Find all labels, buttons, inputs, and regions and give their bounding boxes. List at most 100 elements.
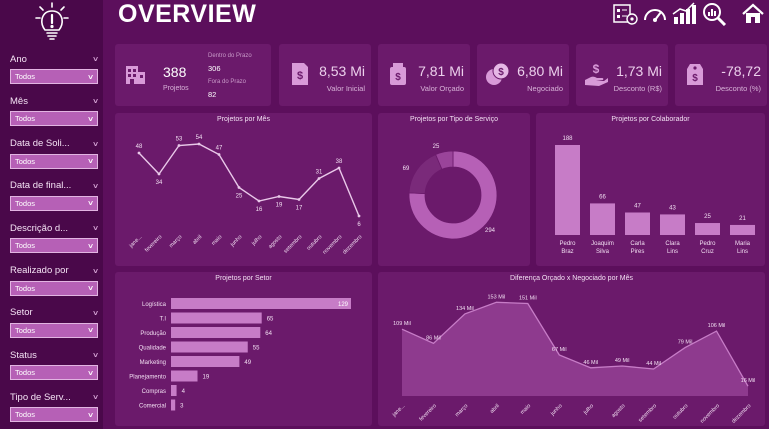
diferenca-orcado-chart: 109 Mil jane... 86 Mil fevereiro 134 Mil març… bbox=[391, 294, 755, 425]
chevron-down-icon[interactable]: ∨ bbox=[91, 56, 100, 63]
filter-1: Mês ∨ Todos ∨ bbox=[10, 95, 100, 127]
chevron-down-icon[interactable]: ∨ bbox=[91, 309, 100, 317]
projetos-por-setor-panel: Projetos por Setor Logística 129 T.I 65 Prod… bbox=[115, 272, 372, 426]
filter-header[interactable]: Ano ∨ bbox=[10, 53, 100, 65]
chevron-down-icon[interactable]: ∨ bbox=[91, 140, 100, 148]
kpi-valor-orcado-label: Valor Orçado bbox=[420, 84, 464, 93]
data-point bbox=[157, 172, 161, 176]
filter-dropdown[interactable]: Todos ∨ bbox=[10, 280, 98, 296]
kpi-negociado-value: 6,80 Mi bbox=[517, 63, 563, 79]
chevron-down-icon[interactable]: ∨ bbox=[91, 394, 100, 402]
chevron-down-icon[interactable]: ∨ bbox=[91, 225, 100, 233]
filter-header[interactable]: Status ∨ bbox=[10, 349, 100, 361]
analytics-search-icon[interactable] bbox=[701, 2, 727, 26]
data-label: 19 bbox=[276, 203, 283, 209]
x-tick-label: jane... bbox=[391, 403, 407, 419]
data-label: 188 bbox=[562, 136, 573, 142]
chevron-down-icon[interactable]: ∨ bbox=[86, 411, 95, 419]
chevron-down-icon[interactable]: ∨ bbox=[86, 369, 95, 377]
filter-dropdown[interactable]: Todos ∨ bbox=[10, 322, 98, 338]
data-label: 6 bbox=[357, 222, 361, 228]
chevron-down-icon[interactable]: ∨ bbox=[91, 182, 100, 190]
filter-value: Todos bbox=[15, 156, 36, 166]
bar bbox=[590, 203, 615, 235]
chevron-down-icon[interactable]: ∨ bbox=[86, 327, 95, 335]
bar-chart-icon[interactable] bbox=[671, 2, 697, 26]
kpi-valor-inicial-label: Valor Inicial bbox=[326, 84, 365, 93]
projetos-por-setor-chart: Logística 129 T.I 65 Produção 64 Qualidade 55 Ma… bbox=[129, 298, 351, 411]
data-label: 25 bbox=[704, 214, 711, 220]
chevron-down-icon[interactable]: ∨ bbox=[86, 285, 95, 292]
filter-header[interactable]: Data de final... ∨ bbox=[10, 180, 100, 192]
filter-header[interactable]: Mês ∨ bbox=[10, 95, 100, 107]
data-point bbox=[297, 198, 301, 201]
chevron-down-icon[interactable]: ∨ bbox=[91, 267, 100, 275]
svg-text:$: $ bbox=[297, 70, 303, 82]
filter-4: Descrição d... ∨ Todos ∨ bbox=[10, 222, 100, 254]
data-label: 294 bbox=[485, 228, 496, 234]
money-jar-icon: $ bbox=[390, 63, 406, 85]
x-tick-label: dezembro bbox=[342, 234, 364, 256]
data-label: 48 bbox=[136, 144, 143, 150]
kpi-desconto-pct-label: Desconto (%) bbox=[715, 84, 761, 93]
chevron-down-icon[interactable]: ∨ bbox=[86, 242, 95, 250]
data-label: 55 bbox=[253, 346, 260, 352]
filter-header[interactable]: Tipo de Serv... ∨ bbox=[10, 391, 100, 403]
filter-dropdown[interactable]: Todos ∨ bbox=[10, 365, 98, 381]
donut-slice bbox=[435, 150, 454, 170]
x-tick-label: julho bbox=[250, 234, 263, 247]
kpi-valor-inicial-value: 8,53 Mi bbox=[319, 63, 365, 79]
data-point bbox=[317, 177, 321, 180]
filter-2: Data de Soli... ∨ Todos ∨ bbox=[10, 138, 100, 169]
chevron-down-icon[interactable]: ∨ bbox=[91, 98, 100, 106]
report-icon[interactable] bbox=[612, 2, 638, 26]
filter-label: Status bbox=[10, 349, 37, 361]
filter-label: Tipo de Serv... bbox=[10, 391, 71, 403]
kpi-dentro-label: Dentro do Prazo bbox=[208, 53, 252, 59]
data-label: 49 Mil bbox=[615, 358, 630, 364]
chevron-down-icon[interactable]: ∨ bbox=[86, 158, 95, 166]
filter-header[interactable]: Setor ∨ bbox=[10, 307, 100, 319]
x-tick-label: outubro bbox=[306, 234, 323, 251]
svg-text:$: $ bbox=[498, 67, 504, 78]
chevron-down-icon[interactable]: ∨ bbox=[86, 200, 95, 208]
kpi-desconto-pct-card: $ -78,72 Desconto (%) bbox=[675, 44, 767, 106]
x-tick-label: dezembro bbox=[731, 403, 753, 425]
filter-dropdown[interactable]: Todos ∨ bbox=[10, 195, 98, 211]
data-label: 65 bbox=[267, 317, 274, 323]
data-label: 25 bbox=[433, 144, 440, 150]
data-point bbox=[177, 144, 181, 147]
x-tick-label: Joaquim bbox=[591, 241, 614, 247]
filter-header[interactable]: Realizado por ∨ bbox=[10, 265, 100, 277]
kpi-valor-orcado-card: $ 7,81 Mi Valor Orçado bbox=[378, 44, 470, 106]
filter-dropdown[interactable]: Todos ∨ bbox=[10, 69, 98, 84]
chevron-down-icon[interactable]: ∨ bbox=[91, 352, 100, 360]
filter-dropdown[interactable]: Todos ∨ bbox=[10, 111, 98, 127]
gauge-icon[interactable] bbox=[642, 2, 668, 26]
filter-dropdown[interactable]: Todos ∨ bbox=[10, 407, 98, 423]
filter-0: Ano ∨ Todos ∨ bbox=[10, 53, 100, 84]
filter-value: Todos bbox=[15, 72, 36, 81]
kpi-projetos-card: 388 Projetos Dentro do Prazo 306 Fora do… bbox=[115, 44, 271, 106]
data-label: 86 Mil bbox=[426, 335, 441, 341]
bar bbox=[171, 399, 176, 411]
data-label: 64 bbox=[265, 331, 272, 337]
chevron-down-icon[interactable]: ∨ bbox=[86, 73, 95, 81]
filter-3: Data de final... ∨ Todos ∨ bbox=[10, 180, 100, 211]
bar bbox=[171, 327, 261, 338]
filter-8: Tipo de Serv... ∨ Todos ∨ bbox=[10, 391, 100, 423]
filter-dropdown[interactable]: Todos ∨ bbox=[10, 238, 98, 254]
filter-header[interactable]: Data de Soli... ∨ bbox=[10, 138, 100, 150]
kpi-negociado-card: $ 6,80 Mi Negociado bbox=[477, 44, 569, 106]
data-point bbox=[197, 142, 201, 146]
filter-header[interactable]: Descrição d... ∨ bbox=[10, 222, 100, 234]
x-tick-label: Carla bbox=[630, 241, 645, 247]
data-label: 17 bbox=[296, 206, 303, 212]
kpi-desconto-pct-value: -78,72 bbox=[721, 63, 761, 79]
x-tick-label: Pedro bbox=[699, 241, 716, 247]
filter-dropdown[interactable]: Todos ∨ bbox=[10, 153, 98, 169]
x-tick-label: Clara bbox=[665, 241, 680, 247]
data-label: 109 Mil bbox=[393, 321, 411, 327]
chevron-down-icon[interactable]: ∨ bbox=[86, 115, 95, 123]
home-icon[interactable] bbox=[740, 2, 766, 26]
